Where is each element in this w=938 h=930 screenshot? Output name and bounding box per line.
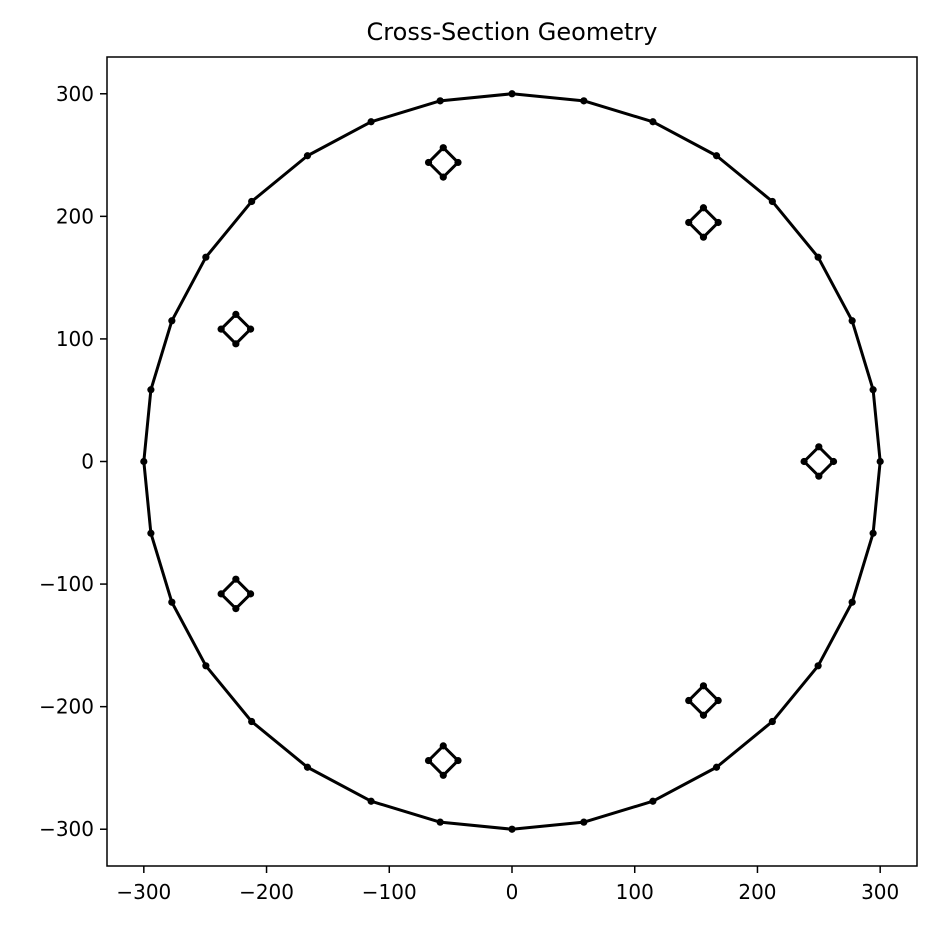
x-tick-label: 0 [506,880,519,904]
outer-boundary-vertex [848,317,856,325]
outer-boundary-vertex [367,118,375,126]
chart-title: Cross-Section Geometry [367,18,658,46]
bar-vertex [454,756,462,765]
outer-boundary-vertex [436,818,444,826]
outer-boundary-vertex [303,763,312,771]
bar-outline [802,445,836,478]
x-tick-label: −100 [362,880,417,904]
outer-boundary-vertex [649,118,657,126]
bar-outline [687,684,720,717]
outer-boundary-vertex [248,717,256,726]
outer-boundary-vertex [848,598,856,606]
x-tick-label: 200 [738,880,776,904]
outer-boundary-vertex [869,386,877,394]
bar-vertex [714,696,722,705]
bar-vertex [699,204,708,212]
bar-vertex [232,310,240,319]
bar-vertex [246,325,255,333]
y-tick-label: −100 [39,572,94,596]
bar-vertex [699,711,708,719]
y-axis: −300 −200 −100 0 100 200 300 [39,82,107,841]
bar-vertex [232,604,240,613]
bar-vertex [246,590,255,598]
x-tick-label: 300 [861,880,899,904]
x-tick-label: 100 [616,880,654,904]
outer-boundary-vertex [508,90,516,98]
outer-boundary-vertex [814,662,822,670]
outer-boundary-vertex [649,797,657,805]
plot-frame [106,56,918,867]
outer-boundary-vertex [248,197,256,206]
outer-boundary-vertex [869,529,877,537]
y-tick-label: 300 [56,82,94,106]
outer-boundary-vertex [168,317,176,325]
bar-vertex [829,457,838,466]
bar-vertex [685,696,693,705]
bar-vertex [439,771,447,779]
bar-outline [219,312,253,346]
outer-boundary-vertex [202,662,210,670]
bar-vertex [217,325,225,333]
outer-boundary-vertex [876,457,884,466]
bar-outline [219,577,253,611]
outer-boundary-vertex [580,818,588,826]
outer-boundary-vertex [140,457,148,466]
bar-vertex [815,472,823,480]
outer-boundary-vertex [768,717,776,726]
x-axis: −300 −200 −100 0 100 200 300 [116,866,899,904]
y-tick-label: −200 [39,695,94,719]
outer-boundary-vertex [436,97,444,105]
bar-vertex [699,682,708,690]
bar-vertex [454,158,462,167]
bar-vertex [439,144,447,152]
bar-vertex [424,158,433,167]
y-tick-label: 200 [56,204,94,228]
outer-boundary-vertex [712,152,721,160]
bar-vertex [232,575,240,583]
outer-boundary-vertex [168,598,176,606]
x-tick-label: −200 [239,880,294,904]
bar-vertex [424,756,433,765]
outer-boundary-vertex [508,825,516,833]
outer-boundary-vertex [303,152,312,160]
y-tick-label: 0 [81,450,94,474]
bar-vertex [217,590,225,598]
outer-boundary-vertex [580,97,588,105]
outer-boundary-vertex [147,529,155,537]
bar-vertex [685,218,693,227]
bar-vertex [800,457,808,466]
bar-vertex [714,218,722,227]
plot-content [140,90,884,833]
bar-vertex [232,340,240,348]
outer-boundary-vertex [367,797,375,805]
outer-boundary-vertex [814,253,822,261]
bar-outline [427,146,460,179]
outer-boundary-vertex [768,197,776,206]
outer-boundary-vertex [147,386,155,394]
bar-vertex [439,742,447,750]
bar-outline [427,744,460,777]
bar-outline [687,206,720,239]
y-tick-label: −300 [39,817,94,841]
bar-vertex [815,443,823,451]
outer-boundary-line [142,92,882,831]
y-tick-label: 100 [56,327,94,351]
outer-boundary-vertex [712,763,721,771]
bar-vertex [699,233,708,241]
bar-vertex [439,173,447,181]
outer-boundary-vertex [202,253,210,261]
x-tick-label: −300 [116,880,171,904]
